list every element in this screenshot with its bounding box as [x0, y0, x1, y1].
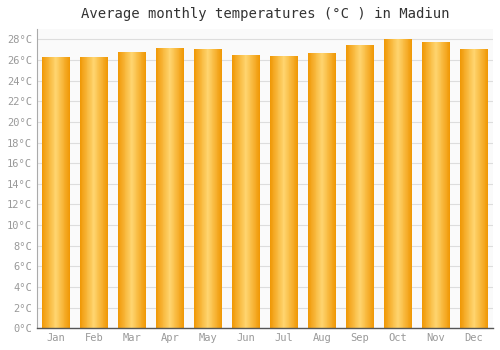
Title: Average monthly temperatures (°C ) in Madiun: Average monthly temperatures (°C ) in Ma… — [80, 7, 449, 21]
